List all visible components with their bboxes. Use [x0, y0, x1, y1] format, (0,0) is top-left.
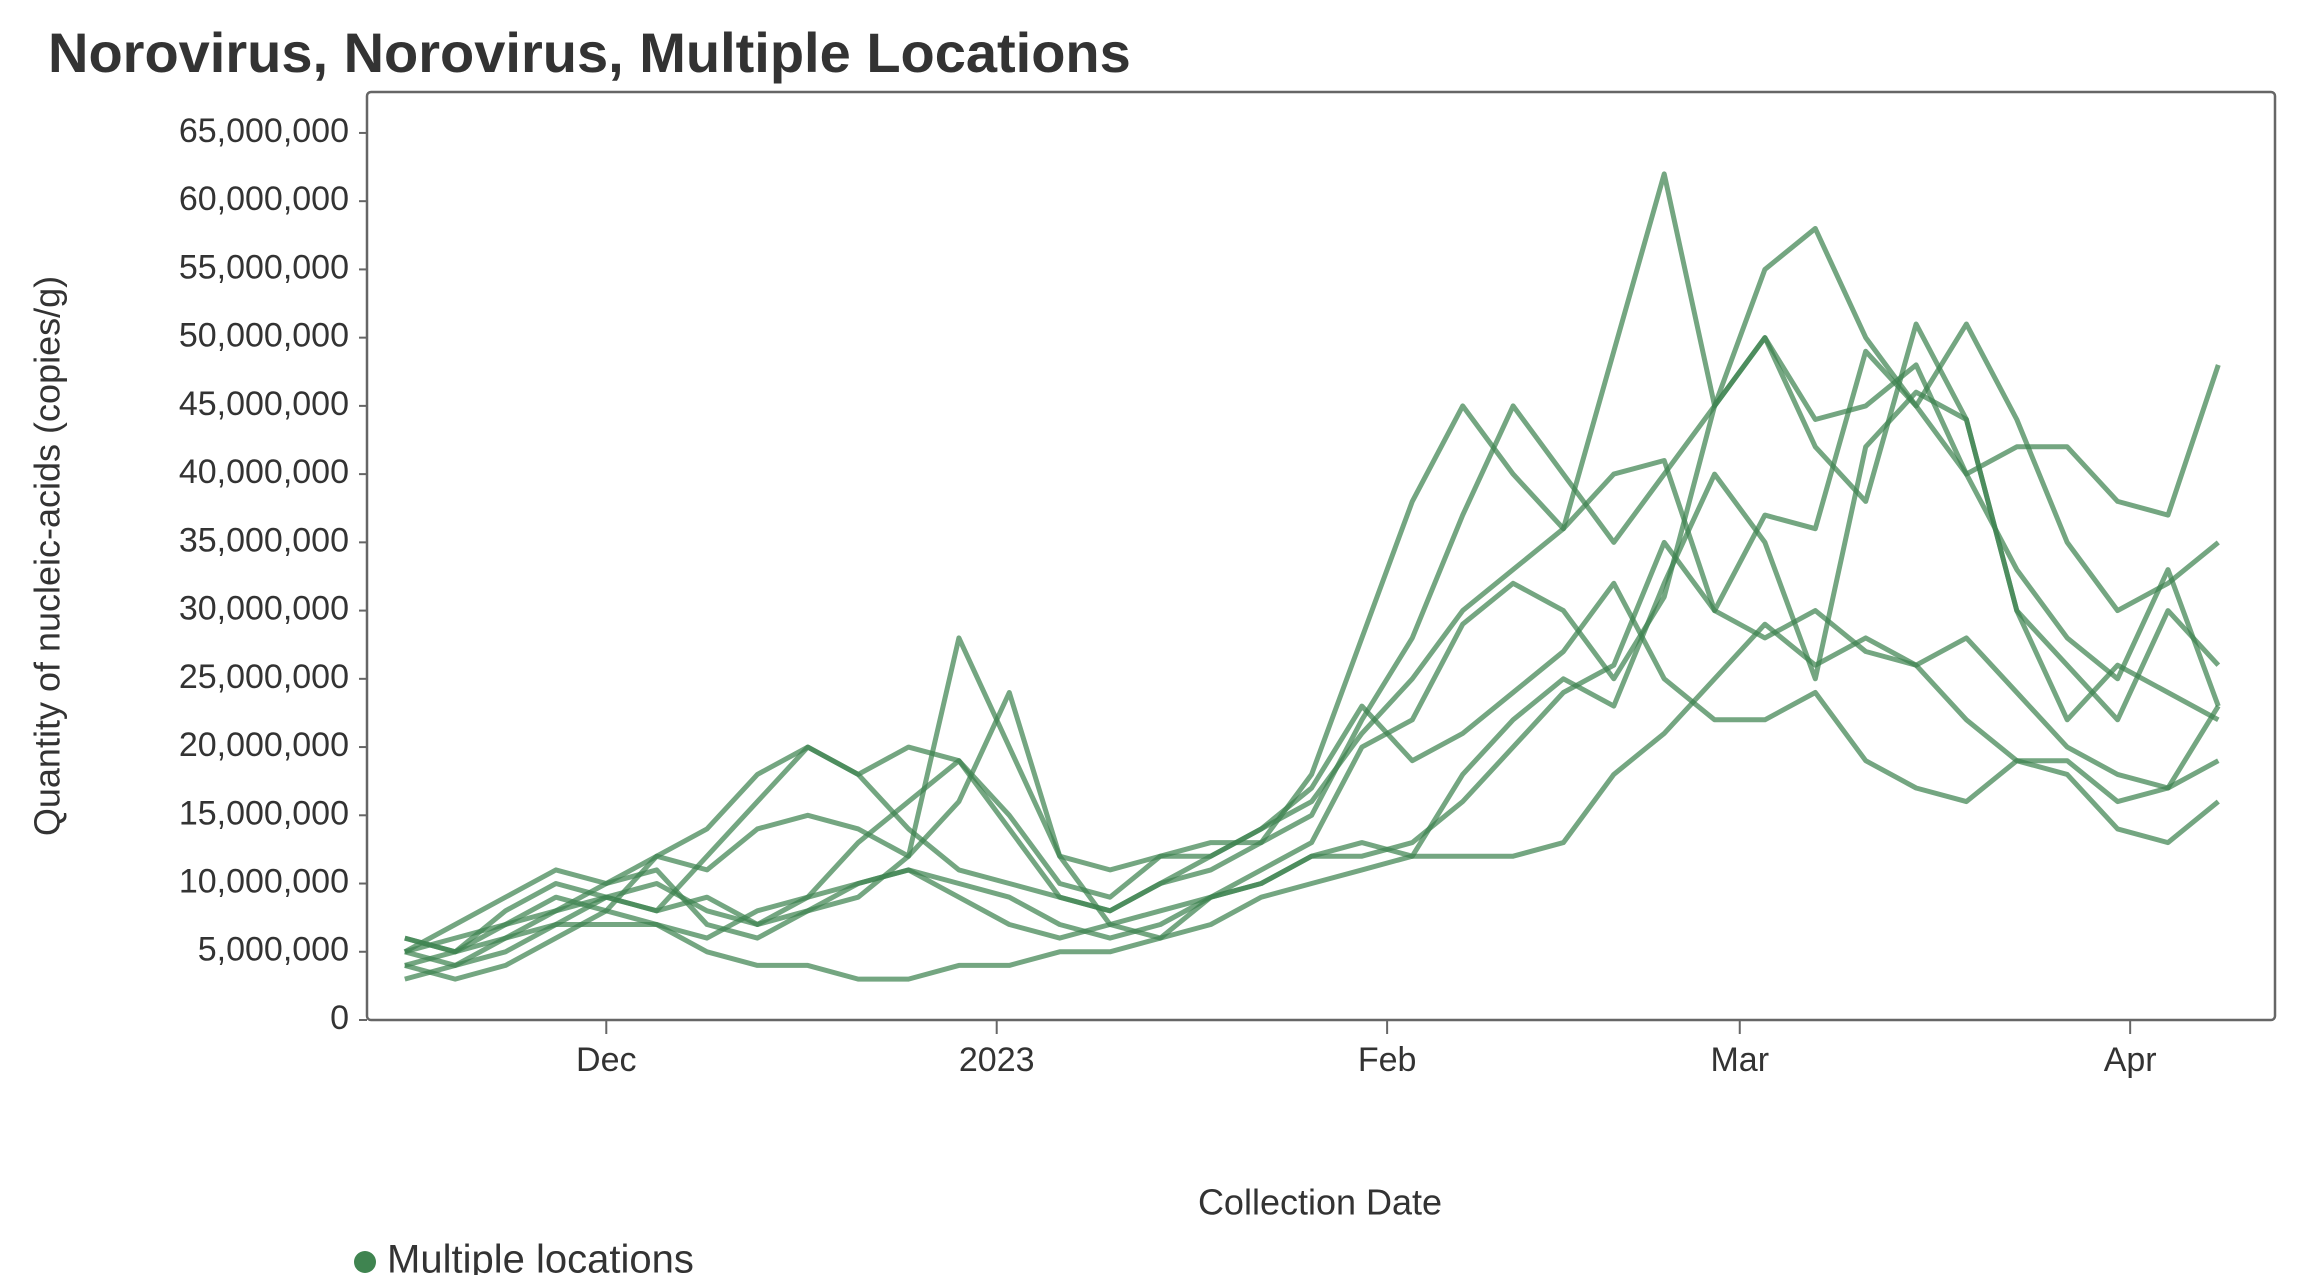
- series-line: [404, 580, 2221, 955]
- y-tick-label: 65,000,000: [179, 112, 349, 150]
- x-tick-label: Apr: [2104, 1041, 2157, 1079]
- y-tick-label: 5,000,000: [198, 931, 349, 969]
- y-tick-label: 10,000,000: [179, 863, 349, 901]
- series-line: [404, 321, 2221, 955]
- legend-label: Multiple locations: [387, 1238, 694, 1275]
- y-tick-label: 55,000,000: [179, 248, 349, 286]
- y-tick-label: 35,000,000: [179, 521, 349, 559]
- y-axis-label: Quantity of nucleic-acids (copies/g): [27, 276, 68, 836]
- y-tick-label: 15,000,000: [179, 794, 349, 832]
- legend-marker: [354, 1251, 376, 1273]
- y-tick-label: 45,000,000: [179, 385, 349, 423]
- y-tick-label: 20,000,000: [179, 726, 349, 764]
- x-tick-label: Feb: [1358, 1041, 1417, 1079]
- y-tick-label: 25,000,000: [179, 658, 349, 696]
- x-tick-label: Mar: [1710, 1041, 1769, 1079]
- y-tick-label: 60,000,000: [179, 180, 349, 218]
- series-line: [404, 389, 2220, 982]
- y-tick-label: 50,000,000: [179, 317, 349, 355]
- x-tick-label: Dec: [576, 1041, 636, 1079]
- y-tick-label: 30,000,000: [179, 590, 349, 628]
- y-tick-label: 0: [330, 999, 349, 1037]
- x-axis-label: Collection Date: [1198, 1182, 1442, 1223]
- plot-frame: [365, 90, 2277, 1022]
- series-line: [404, 539, 2220, 968]
- series-line: [403, 321, 2220, 954]
- series-line: [404, 171, 2221, 968]
- chart-title: Norovirus, Norovirus, Multiple Locations: [48, 21, 1131, 84]
- x-tick-label: 2023: [959, 1041, 1035, 1079]
- y-tick-label: 40,000,000: [179, 453, 349, 491]
